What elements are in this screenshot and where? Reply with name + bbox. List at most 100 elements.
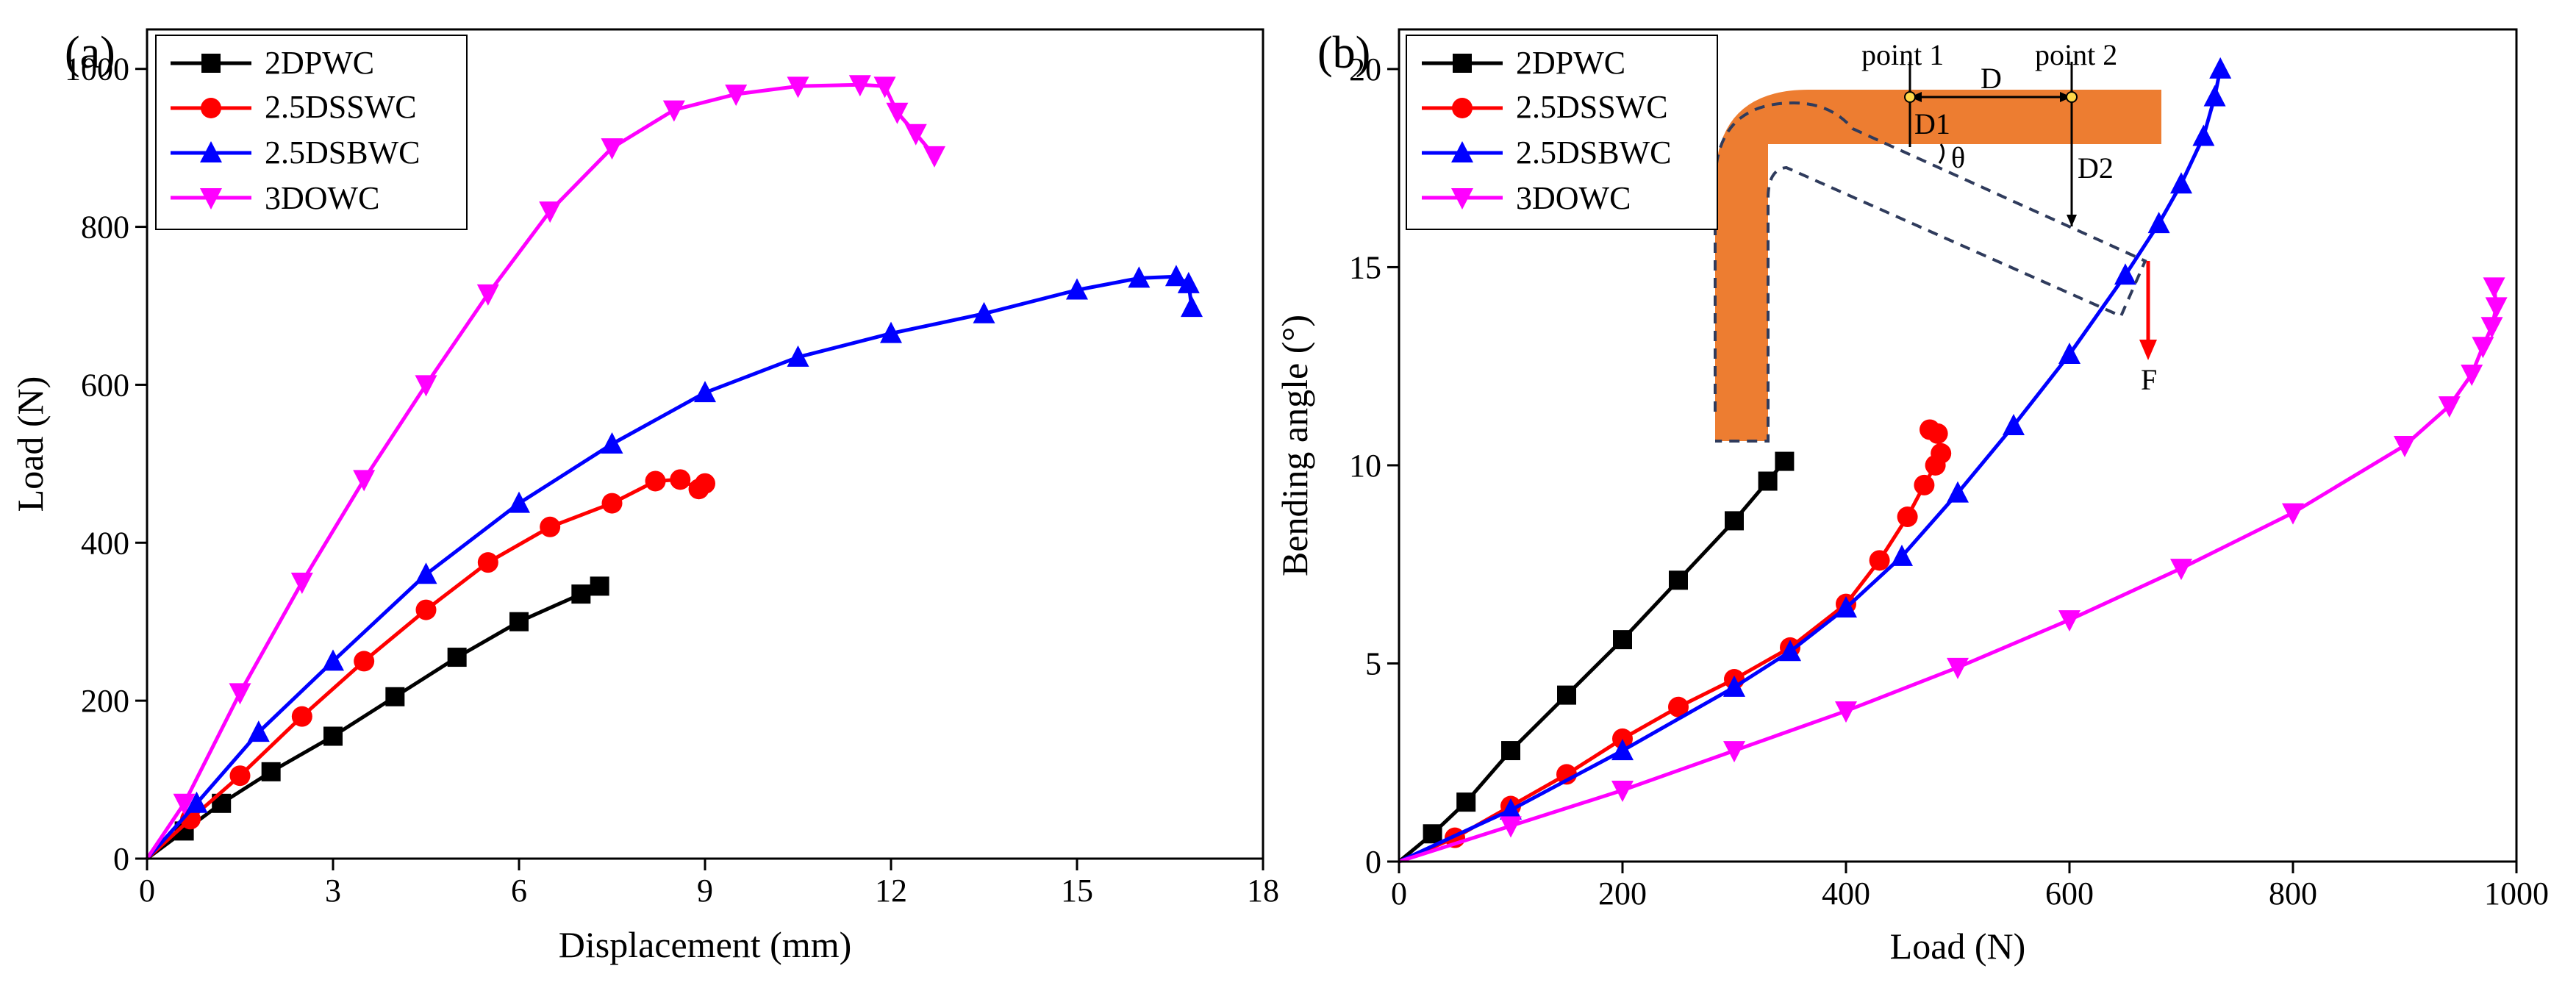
panel-a-point-25dsbwc — [322, 649, 344, 671]
panel-b-x-axis-label: Load (N) — [1890, 926, 2026, 967]
panel-b-x-tick-label: 0 — [1391, 876, 1407, 912]
panel-a-point-3dowc — [923, 146, 946, 168]
panel-a-point-3dowc — [725, 85, 748, 107]
panel-b-series-line-25dsbwc — [1398, 68, 2222, 864]
panel-b-point-25dsbwc — [1611, 739, 1634, 761]
panel-a-point-25dsbwc — [601, 432, 623, 454]
panel-b-point-3dowc — [2438, 396, 2461, 418]
panel-b-point-2dpwc — [1501, 741, 1520, 761]
panel-b-point-3dowc — [2485, 297, 2508, 319]
panel-a-ticks: 0 3 6 9 12 15 18 0 200 400 600 800 1000 — [65, 51, 1279, 909]
panel-b-point-25dsbwc — [1835, 596, 1857, 618]
panel-b-point-3dowc — [2394, 436, 2416, 457]
panel-a-x-tick-label: 9 — [697, 873, 713, 909]
panel-a-point-25dsbwc — [1066, 278, 1088, 300]
panel-a-point-3dowc — [662, 100, 685, 122]
panel-b-series-line-2dpwc — [1398, 459, 1786, 863]
panel-b-point-3dowc — [2483, 277, 2505, 299]
inset-label-point1: point 1 — [1861, 38, 1944, 71]
panel-b-inset-diagram: point 1 point 2 D D1 D2 θ F — [1714, 38, 2161, 443]
panel-b-point-25dsswc — [1612, 728, 1633, 749]
panel-b-legend-marker-25dsswc — [1452, 98, 1473, 118]
panel-a-x-tick-label: 0 — [139, 873, 155, 909]
panel-b-x-tick-label: 400 — [1822, 876, 1870, 912]
panel-a-point-2dpwc — [261, 762, 281, 781]
panel-b-series-line-25dsswc — [1398, 428, 1943, 864]
panel-a-point-3dowc — [476, 284, 499, 306]
inset-label-point2: point 2 — [2035, 38, 2117, 71]
panel-b-y-tick-label: 15 — [1349, 249, 1381, 285]
panel-b-point-25dsbwc — [1891, 544, 1913, 566]
panel-b-plot-area — [1398, 57, 2508, 864]
panel-b-point-2dpwc — [1669, 570, 1688, 590]
inset-point2-marker — [2066, 91, 2078, 103]
panel-a-plot-area — [145, 75, 1203, 861]
panel-a-x-tick-label: 15 — [1061, 873, 1093, 909]
inset-force-arrowhead — [2139, 340, 2157, 360]
panel-b-point-3dowc — [2058, 610, 2081, 632]
panel-a-point-3dowc — [173, 793, 196, 815]
panel-b-point-25dsbwc — [1779, 640, 1801, 662]
panel-b-x-tick-label: 200 — [1598, 876, 1647, 912]
inset-bent-specimen — [1715, 90, 2161, 441]
panel-b-point-2dpwc — [1775, 451, 1795, 471]
panel-a-point-3dowc — [229, 683, 251, 705]
panel-a-point-25dsswc — [229, 765, 251, 787]
panel-a-point-25dsswc — [540, 516, 561, 537]
panel-b-x-tick-label: 800 — [2269, 876, 2317, 912]
panel-a-point-3dowc — [848, 75, 871, 97]
panel-a-point-25dsbwc — [415, 562, 437, 584]
inset-label-d2: D2 — [2078, 151, 2114, 185]
panel-a-point-25dsbwc — [694, 381, 716, 403]
panel-a-point-25dsbwc — [1181, 296, 1203, 318]
panel-a-x-tick-label: 3 — [325, 873, 341, 909]
panel-b-point-3dowc — [2472, 337, 2494, 359]
panel-a-point-25dsswc — [291, 706, 312, 727]
panel-a-legend-25dsbwc: 2.5DSBWC — [265, 135, 420, 171]
panel-b-legend-marker-2dpwc — [1453, 54, 1472, 73]
panel-b-point-25dsbwc — [2003, 414, 2025, 436]
panel-b-point-25dsbwc — [2114, 263, 2136, 285]
panel-a-y-tick-label: 200 — [81, 683, 129, 719]
panel-b-legend-marker-25dsbwc — [1451, 141, 1473, 162]
panel-b-point-25dsbwc — [2170, 172, 2192, 194]
panel-a-point-2dpwc — [571, 584, 591, 604]
panel-a-point-25dsbwc — [1128, 266, 1151, 288]
panel-a-point-25dsswc — [670, 469, 691, 490]
panel-a-series-line-2dpwc — [146, 584, 601, 861]
inset-label-theta: θ — [1951, 141, 1965, 174]
panel-b-point-2dpwc — [1725, 511, 1744, 531]
panel-b-point-3dowc — [2282, 503, 2304, 525]
panel-b-point-3dowc — [1500, 816, 1522, 838]
panel-a-legend-marks — [171, 54, 251, 210]
panel-b-x-tick-label: 1000 — [2484, 876, 2549, 912]
panel-a-point-25dsbwc — [508, 491, 530, 513]
panel-b-point-25dsbwc — [2147, 212, 2170, 234]
inset-d2-arrow — [2067, 215, 2077, 226]
panel-a-point-3dowc — [886, 102, 909, 124]
panel-b-point-3dowc — [2480, 317, 2503, 339]
panel-a-legend-3dowc: 3DOWC — [265, 180, 379, 216]
panel-b-point-3dowc — [2461, 364, 2483, 386]
panel-a-x-tick-label: 6 — [511, 873, 527, 909]
panel-a-point-25dsbwc — [973, 301, 995, 323]
panel-a-y-tick-label: 0 — [113, 841, 129, 877]
panel-a-point-25dsbwc — [247, 720, 270, 742]
panel-a-point-3dowc — [539, 201, 562, 223]
panel-a-point-2dpwc — [590, 576, 609, 596]
panel-b-y-tick-label: 20 — [1349, 51, 1381, 87]
panel-a-x-tick-label: 12 — [875, 873, 907, 909]
panel-b-point-25dsbwc — [1947, 481, 1969, 503]
inset-label-f: F — [2141, 363, 2157, 396]
inset-point1-marker — [1904, 91, 1916, 103]
panel-a-point-25dsswc — [695, 473, 715, 494]
panel-b-y-tick-label: 0 — [1365, 844, 1381, 880]
panel-a-point-2dpwc — [447, 648, 467, 667]
panel-b-frame — [1398, 28, 2518, 863]
panel-a-point-25dsbwc — [1177, 271, 1200, 293]
panel-b-legend: 2DPWC 2.5DSSWC 2.5DSBWC 3DOWC — [1406, 35, 1718, 230]
panel-b-point-25dsbwc — [1500, 798, 1522, 820]
inset-theta-arc — [1938, 143, 1944, 164]
panel-b-point-25dsbwc — [2203, 85, 2226, 107]
panel-a-y-tick-label: 1000 — [65, 51, 129, 87]
